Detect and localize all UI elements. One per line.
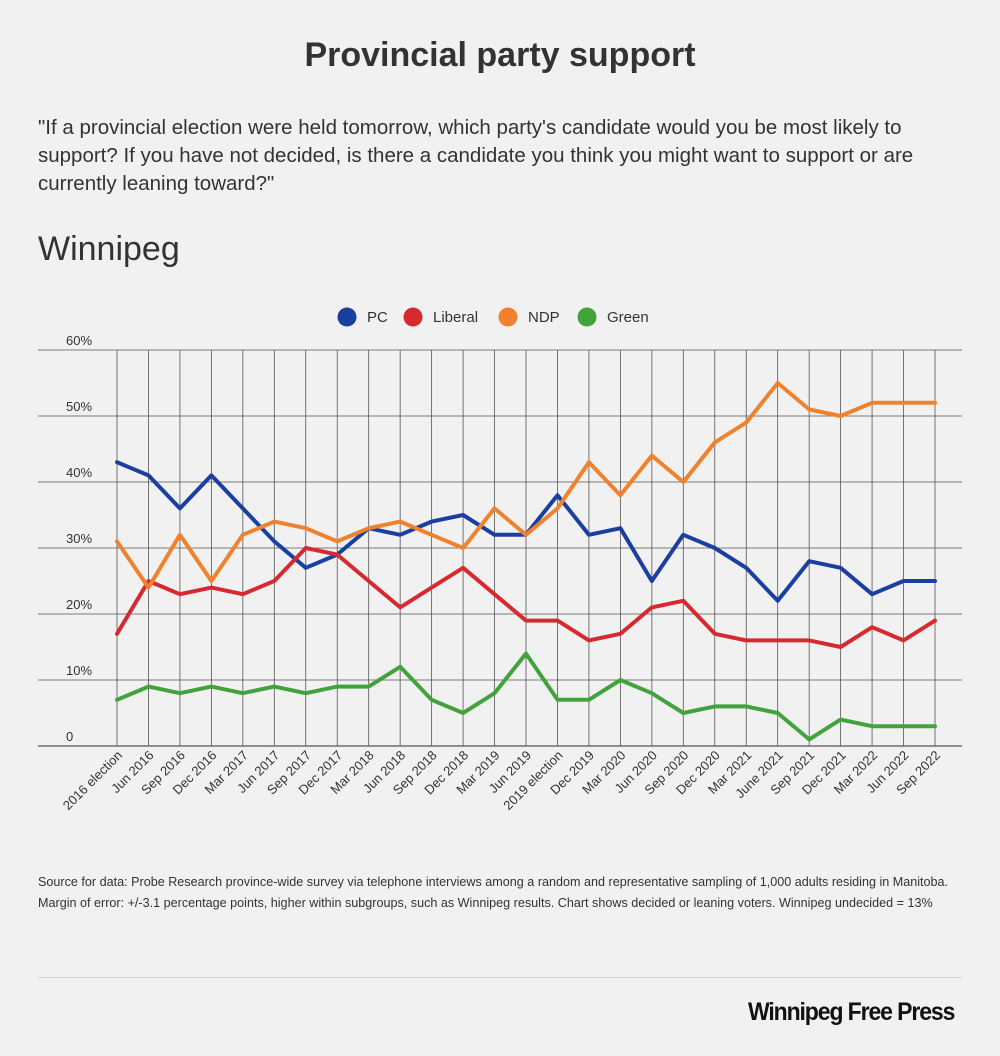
legend-label-green: Green — [607, 309, 649, 326]
series-line-green — [115, 651, 937, 742]
y-tick-label: 20% — [66, 597, 92, 612]
legend-marker-green — [577, 307, 597, 327]
y-tick-label: 10% — [66, 663, 92, 678]
series-line-ndp — [115, 381, 937, 590]
legend-marker-liberal — [403, 307, 423, 327]
y-tick-label: 50% — [66, 399, 92, 414]
legend-label-pc: PC — [367, 309, 388, 326]
chart-legend: PC Liberal NDP Green — [337, 307, 649, 327]
y-tick-label: 0 — [66, 729, 73, 744]
line-chart: PC Liberal NDP Green 0 10% 20% 30% 40% 50% 60% 20… — [38, 307, 962, 813]
legend-label-ndp: NDP — [528, 309, 560, 326]
source-note: Source for data: Probe Research province… — [38, 875, 949, 910]
series-line-liberal — [115, 546, 937, 649]
y-axis: 0 10% 20% 30% 40% 50% 60% — [66, 333, 92, 744]
publisher-logo: Winnipeg Free Press — [747, 998, 955, 1026]
chart-title: Provincial party support — [304, 36, 696, 74]
y-tick-label: 60% — [66, 333, 92, 348]
legend-label-liberal: Liberal — [433, 309, 478, 326]
legend-marker-ndp — [498, 307, 518, 327]
y-tick-label: 40% — [66, 465, 92, 480]
legend-marker-pc — [337, 307, 357, 327]
footer-divider — [38, 977, 962, 978]
survey-question: "If a provincial election were held tomo… — [38, 116, 914, 195]
section-heading: Winnipeg — [38, 230, 180, 268]
chart-series — [115, 381, 937, 742]
y-tick-label: 30% — [66, 531, 92, 546]
